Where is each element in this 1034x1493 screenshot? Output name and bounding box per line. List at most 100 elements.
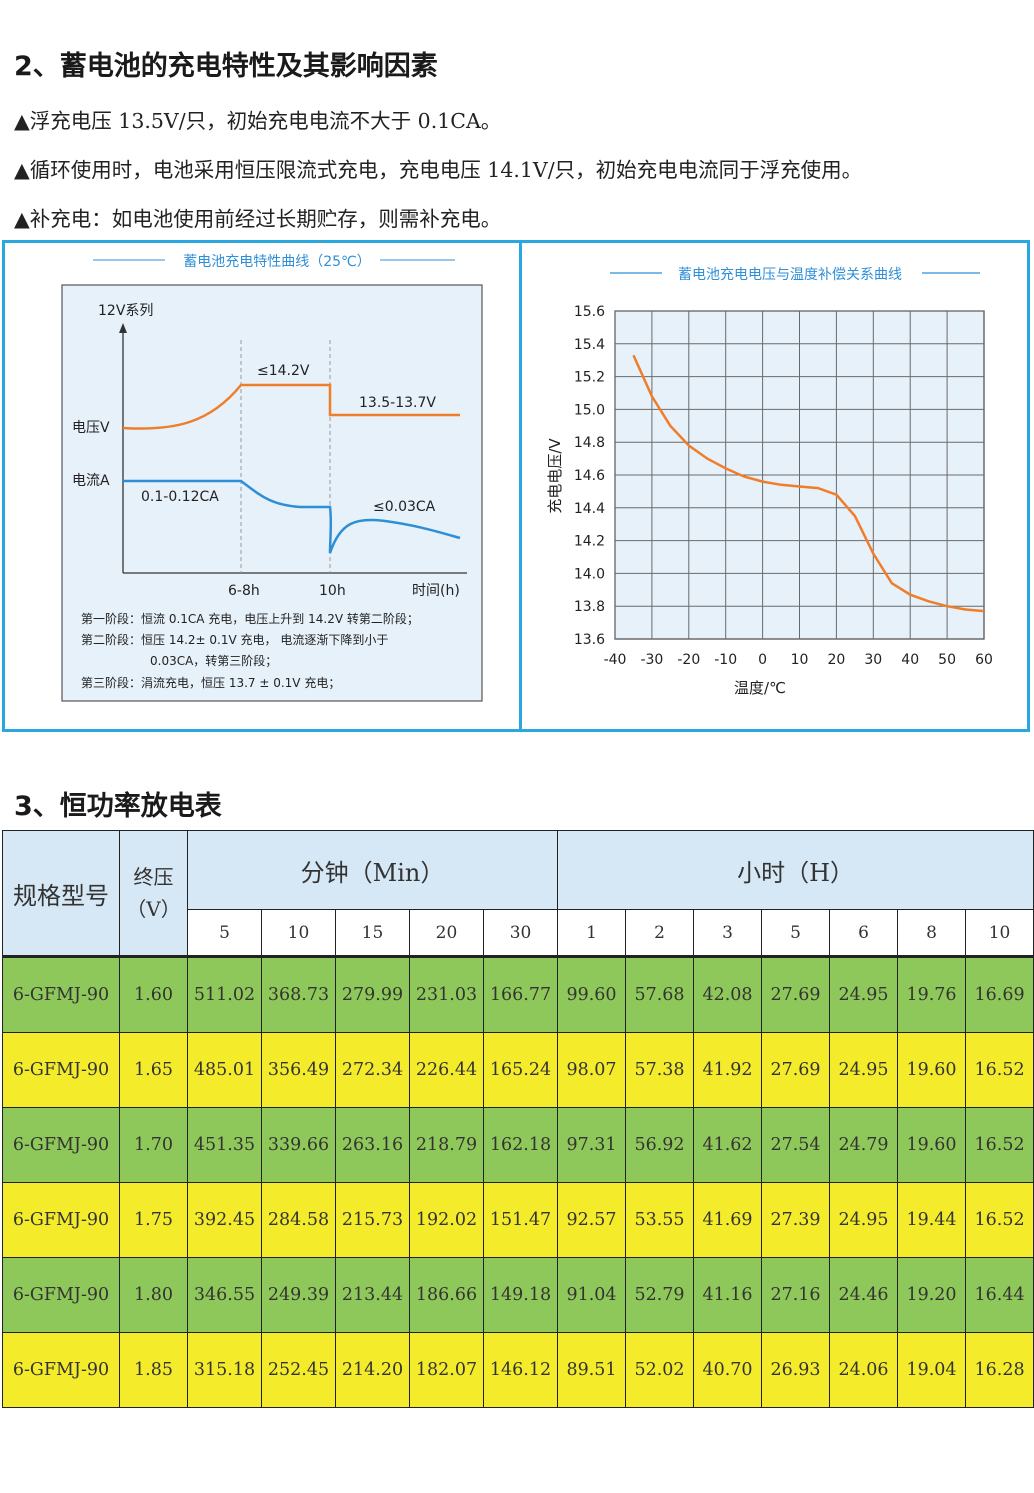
table-cell-power: 27.54 [761, 1107, 831, 1183]
chart2-ytick-label: 15.4 [574, 337, 605, 353]
chart1-title: 蓄电池充电特性曲线（25℃） [183, 254, 371, 270]
table-cell-power: 213.44 [335, 1257, 410, 1333]
table-cell-power: 19.60 [897, 1032, 967, 1108]
table-cell-power: 98.07 [557, 1032, 627, 1108]
chart2-xtick-label: 40 [901, 652, 919, 668]
table-cell-model: 6-GFMJ-90 [2, 1107, 120, 1183]
chart2-xtick-label: -10 [714, 652, 737, 668]
chart2-ytick-label: 14.0 [574, 566, 605, 582]
bullet-cycle-use: ▲循环使用时，电池采用恒压限流式充电，充电电压 14.1V/只，初始充电电流同于… [14, 158, 863, 182]
bullet-float-charge: ▲浮充电压 13.5V/只，初始充电电流不大于 0.1CA。 [14, 109, 502, 133]
chart2-xtick-label: -40 [604, 652, 627, 668]
table-row: 6-GFMJ-90 1.85 315.18 252.45 214.20 182.07 146… [2, 1332, 1034, 1408]
chart1-xtick-10h: 10h [319, 583, 346, 599]
table-cell-power: 252.45 [261, 1332, 336, 1408]
header-model: 规格型号 [2, 830, 120, 957]
chart1-xtick-6-8h: 6-8h [228, 583, 260, 599]
table-cell-power: 451.35 [187, 1107, 262, 1183]
chart2-xtick-label: -30 [640, 652, 663, 668]
table-cell-voltage: 1.80 [119, 1257, 188, 1333]
chart1-ylabel-voltage: 电压V [72, 420, 110, 436]
chart1-xlabel: 时间(h) [412, 583, 460, 599]
chart2-title: 蓄电池充电电压与温度补偿关系曲线 [678, 267, 902, 283]
table-cell-power: 16.69 [965, 955, 1034, 1033]
table-cell-power: 41.69 [693, 1182, 763, 1258]
table-cell-power: 226.44 [409, 1032, 484, 1108]
table-cell-model: 6-GFMJ-90 [2, 1032, 120, 1108]
chart2-ytick-label: 14.2 [574, 534, 605, 550]
header-end-voltage: 终压（V） [119, 830, 188, 957]
table-cell-power: 27.16 [761, 1257, 831, 1333]
chart1-annot-float-voltage: 13.5-13.7V [359, 395, 436, 411]
header-minute-col: 20 [409, 909, 484, 957]
table-cell-power: 57.68 [625, 955, 695, 1033]
table-cell-power: 146.12 [482, 1332, 559, 1408]
chart1-annot-final-current: ≤0.03CA [373, 499, 436, 515]
table-cell-power: 485.01 [187, 1032, 262, 1108]
table-cell-power: 24.79 [829, 1107, 899, 1183]
table-cell-power: 24.95 [829, 1032, 899, 1108]
table-cell-power: 263.16 [335, 1107, 410, 1183]
header-hour-col: 5 [761, 909, 831, 957]
chart2-ytick-label: 13.6 [574, 632, 605, 648]
table-cell-power: 249.39 [261, 1257, 336, 1333]
table-cell-power: 27.39 [761, 1182, 831, 1258]
table-cell-voltage: 1.85 [119, 1332, 188, 1408]
table-cell-power: 27.69 [761, 1032, 831, 1108]
table-cell-model: 6-GFMJ-90 [2, 1332, 120, 1408]
chart1-note-4: 第三阶段：涓流充电，恒压 13.7 ± 0.1V 充电； [81, 675, 340, 690]
table-cell-power: 272.34 [335, 1032, 410, 1108]
section2-title: 2、蓄电池的充电特性及其影响因素 [14, 51, 438, 82]
table-row: 6-GFMJ-90 1.65 485.01 356.49 272.34 226.44 165… [2, 1032, 1034, 1108]
table-cell-power: 149.18 [482, 1257, 559, 1333]
chart1-note-3: 0.03CA，转第三阶段； [150, 653, 277, 668]
chart2-voltage-curve [632, 354, 985, 613]
chart2-ytick-label: 15.2 [574, 370, 605, 386]
table-cell-power: 24.95 [829, 955, 899, 1033]
table-cell-power: 218.79 [409, 1107, 484, 1183]
temperature-compensation-chart: 蓄电池充电电压与温度补偿关系曲线 15.6 15.4 15.2 15.0 14.8 14.… [546, 267, 993, 697]
table-cell-power: 53.55 [625, 1182, 695, 1258]
table-cell-power: 97.31 [557, 1107, 627, 1183]
header-minute-col: 30 [482, 909, 559, 957]
header-hour-col: 3 [693, 909, 763, 957]
chart2-xtick-label: 0 [758, 652, 767, 668]
table-cell-power: 19.20 [897, 1257, 967, 1333]
table-cell-power: 215.73 [335, 1182, 410, 1258]
table-row: 6-GFMJ-90 1.70 451.35 339.66 263.16 218.79 162… [2, 1107, 1034, 1183]
table-cell-power: 19.60 [897, 1107, 967, 1183]
table-cell-power: 511.02 [187, 955, 262, 1033]
section3-title: 3、恒功率放电表 [14, 791, 222, 822]
table-cell-power: 182.07 [409, 1332, 484, 1408]
table-cell-voltage: 1.75 [119, 1182, 188, 1258]
table-cell-power: 24.06 [829, 1332, 899, 1408]
table-cell-power: 42.08 [693, 955, 763, 1033]
table-cell-power: 214.20 [335, 1332, 410, 1408]
charts-panel: 蓄电池充电特性曲线（25℃） 12V系列 电压V 电流A ≤14.2V 13.5… [2, 240, 1030, 732]
table-cell-power: 52.79 [625, 1257, 695, 1333]
chart2-xtick-label: 30 [864, 652, 882, 668]
chart2-xtick-label: -20 [677, 652, 700, 668]
table-cell-power: 192.02 [409, 1182, 484, 1258]
constant-power-discharge-table: 规格型号 终压（V） 分钟（Min） 小时（H） 5 10 15 20 30 1 2 3 5 6 8… [2, 830, 1034, 1408]
table-cell-power: 41.62 [693, 1107, 763, 1183]
table-cell-power: 27.69 [761, 955, 831, 1033]
table-cell-power: 52.02 [625, 1332, 695, 1408]
chart2-ytick-label: 14.8 [574, 435, 605, 451]
header-hours: 小时（H） [557, 830, 1034, 910]
chart2-ytick-label: 14.4 [574, 501, 605, 517]
table-cell-power: 16.44 [965, 1257, 1034, 1333]
chart2-xtick-label: 50 [938, 652, 956, 668]
header-hour-col: 1 [557, 909, 627, 957]
header-hour-col: 6 [829, 909, 899, 957]
table-row: 6-GFMJ-90 1.60 511.02 368.73 279.99 231.03 166… [2, 955, 1034, 1033]
table-cell-power: 165.24 [482, 1032, 559, 1108]
table-cell-power: 56.92 [625, 1107, 695, 1183]
table-cell-power: 24.95 [829, 1182, 899, 1258]
table-cell-power: 151.47 [482, 1182, 559, 1258]
table-cell-power: 16.52 [965, 1032, 1034, 1108]
table-cell-power: 162.18 [482, 1107, 559, 1183]
chart2-xlabel: 温度/℃ [734, 679, 786, 697]
table-cell-power: 91.04 [557, 1257, 627, 1333]
table-cell-model: 6-GFMJ-90 [2, 1257, 120, 1333]
